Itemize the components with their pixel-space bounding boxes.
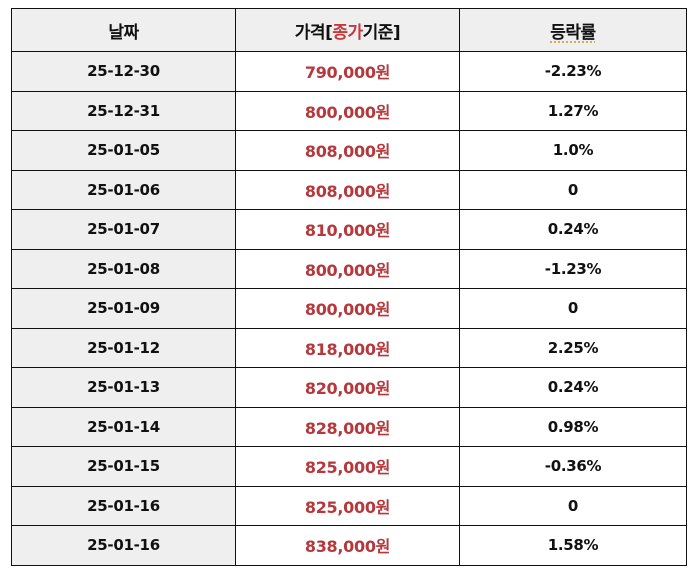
cell-price: 810,000원 bbox=[235, 209, 460, 250]
header-price-highlight: 종가 bbox=[332, 22, 363, 43]
header-price-prefix: 가격[ bbox=[294, 22, 333, 43]
cell-price: 828,000원 bbox=[235, 406, 460, 447]
cell-date: 25-01-16 bbox=[11, 525, 236, 566]
cell-change: 1.27% bbox=[459, 90, 687, 131]
cell-date: 25-12-31 bbox=[11, 90, 236, 131]
cell-date: 25-01-12 bbox=[11, 327, 236, 368]
header-date: 날짜 bbox=[11, 8, 236, 52]
cell-date: 25-01-08 bbox=[11, 248, 236, 289]
cell-date: 25-01-05 bbox=[11, 130, 236, 171]
cell-date: 25-01-16 bbox=[11, 485, 236, 526]
table-row: 25-01-12 818,000원 2.25% bbox=[11, 327, 687, 368]
cell-price: 825,000원 bbox=[235, 485, 460, 526]
cell-price: 808,000원 bbox=[235, 169, 460, 210]
cell-change: 0 bbox=[459, 485, 687, 526]
cell-price: 800,000원 bbox=[235, 288, 460, 329]
price-table: 날짜 가격[종가기준] 등락률 25-12-30 790,000원 -2.23%… bbox=[11, 8, 687, 566]
cell-date: 25-01-07 bbox=[11, 209, 236, 250]
cell-price: 808,000원 bbox=[235, 130, 460, 171]
cell-price: 790,000원 bbox=[235, 51, 460, 92]
table-row: 25-01-16 825,000원 0 bbox=[11, 485, 687, 526]
cell-change: 2.25% bbox=[459, 327, 687, 368]
table-row: 25-01-15 825,000원 -0.36% bbox=[11, 446, 687, 487]
table-row: 25-01-08 800,000원 -1.23% bbox=[11, 248, 687, 289]
cell-change: 0 bbox=[459, 169, 687, 210]
cell-date: 25-01-09 bbox=[11, 288, 236, 329]
cell-change: 1.0% bbox=[459, 130, 687, 171]
table-row: 25-01-14 828,000원 0.98% bbox=[11, 406, 687, 447]
cell-price: 800,000원 bbox=[235, 248, 460, 289]
cell-change: 0 bbox=[459, 288, 687, 329]
header-price-suffix: 기준] bbox=[362, 22, 401, 43]
table-row: 25-01-05 808,000원 1.0% bbox=[11, 130, 687, 171]
cell-change: 1.58% bbox=[459, 525, 687, 566]
table-row: 25-01-06 808,000원 0 bbox=[11, 169, 687, 210]
table-row: 25-12-30 790,000원 -2.23% bbox=[11, 51, 687, 92]
cell-change: 0.98% bbox=[459, 406, 687, 447]
header-change: 등락률 bbox=[459, 8, 687, 52]
header-price: 가격[종가기준] bbox=[235, 8, 460, 52]
cell-price: 820,000원 bbox=[235, 367, 460, 408]
cell-price: 838,000원 bbox=[235, 525, 460, 566]
cell-date: 25-01-13 bbox=[11, 367, 236, 408]
cell-change: 0.24% bbox=[459, 209, 687, 250]
table-row: 25-01-09 800,000원 0 bbox=[11, 288, 687, 329]
header-change-label: 등락률 bbox=[550, 22, 596, 43]
cell-change: -2.23% bbox=[459, 51, 687, 92]
cell-date: 25-01-06 bbox=[11, 169, 236, 210]
cell-change: -1.23% bbox=[459, 248, 687, 289]
header-row: 날짜 가격[종가기준] 등락률 bbox=[11, 8, 687, 52]
table-row: 25-01-13 820,000원 0.24% bbox=[11, 367, 687, 408]
cell-date: 25-12-30 bbox=[11, 51, 236, 92]
cell-price: 818,000원 bbox=[235, 327, 460, 368]
cell-date: 25-01-15 bbox=[11, 446, 236, 487]
cell-price: 800,000원 bbox=[235, 90, 460, 131]
table-row: 25-12-31 800,000원 1.27% bbox=[11, 90, 687, 131]
table-row: 25-01-16 838,000원 1.58% bbox=[11, 525, 687, 566]
cell-change: 0.24% bbox=[459, 367, 687, 408]
table-row: 25-01-07 810,000원 0.24% bbox=[11, 209, 687, 250]
cell-price: 825,000원 bbox=[235, 446, 460, 487]
header-date-label: 날짜 bbox=[108, 22, 139, 43]
cell-date: 25-01-14 bbox=[11, 406, 236, 447]
cell-change: -0.36% bbox=[459, 446, 687, 487]
